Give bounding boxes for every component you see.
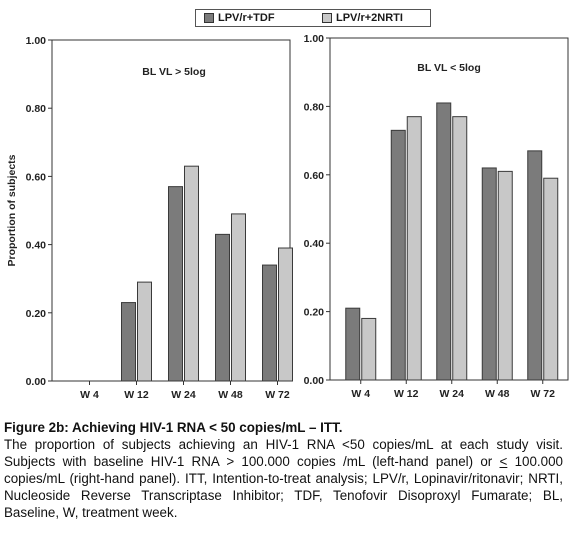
legend-label-tdf: LPV/r+TDF xyxy=(218,12,275,24)
y-tick-label: 1.00 xyxy=(26,35,47,47)
bar-2nrti xyxy=(543,177,559,381)
caption-title: Figure 2b: Achieving HIV-1 RNA < 50 copi… xyxy=(4,420,343,435)
bar-tdf xyxy=(168,186,183,382)
legend-label-2nrti: LPV/r+2NRTI xyxy=(336,12,403,24)
bar-tdf xyxy=(390,129,406,381)
legend-item-2nrti: LPV/r+2NRTI xyxy=(322,12,403,25)
y-tick-label: 0.80 xyxy=(304,101,325,113)
legend-swatch-tdf xyxy=(204,13,214,24)
y-tick-label: 0.80 xyxy=(26,103,47,115)
y-tick-label: 0.20 xyxy=(304,307,325,319)
chart-legend: LPV/r+TDF LPV/r+2NRTI xyxy=(195,9,431,27)
caption-text-1: The proportion of subjects achieving an … xyxy=(4,437,563,469)
y-tick-label: 0.60 xyxy=(304,170,325,182)
x-tick-label: W 48 xyxy=(218,389,243,401)
bar-2nrti xyxy=(231,213,246,382)
y-tick-label: 0.20 xyxy=(26,308,47,320)
figure-caption: Figure 2b: Achieving HIV-1 RNA < 50 copi… xyxy=(4,419,563,521)
bar-tdf xyxy=(527,150,543,381)
bar-2nrti xyxy=(406,116,422,381)
y-axis-label: Proportion of subjects xyxy=(6,154,18,266)
bar-2nrti xyxy=(452,116,468,381)
x-tick-label: W 12 xyxy=(394,388,419,400)
bar-tdf xyxy=(481,167,497,381)
bar-charts: 0.00 0.20 0.40 0.60 0.80 1.00 W 4 W 12 W 24 W 48 W… xyxy=(6,33,569,401)
bar-2nrti xyxy=(361,317,377,381)
x-tick-label: W 4 xyxy=(80,389,99,401)
bar-2nrti xyxy=(278,247,293,382)
bar-tdf xyxy=(215,233,230,382)
x-tick-label: W 72 xyxy=(530,388,555,400)
bar-tdf xyxy=(121,302,136,382)
bar-tdf xyxy=(262,264,277,382)
y-tick-label: 0.60 xyxy=(26,171,47,183)
caption-lte-symbol: < xyxy=(499,454,508,469)
caption-text-2: 100.000 copies/mL (right-hand panel). IT… xyxy=(4,454,563,520)
bar-2nrti xyxy=(497,170,513,381)
legend-item-tdf: LPV/r+TDF xyxy=(204,12,275,25)
x-tick-label: W 72 xyxy=(265,389,290,401)
y-tick-label: 1.00 xyxy=(304,33,325,45)
bar-tdf xyxy=(436,102,452,381)
panel-annotation: BL VL < 5log xyxy=(417,62,481,74)
y-tick-label: 0.40 xyxy=(26,240,47,252)
caption-body: The proportion of subjects achieving an … xyxy=(4,436,563,521)
bar-2nrti xyxy=(184,165,199,382)
x-tick-label: W 48 xyxy=(485,388,510,400)
x-tick-label: W 12 xyxy=(124,389,149,401)
bar-2nrti xyxy=(137,281,152,382)
x-tick-label: W 4 xyxy=(351,388,370,400)
panel-annotation: BL VL > 5log xyxy=(142,66,206,78)
y-tick-label: 0.40 xyxy=(304,238,325,250)
y-tick-label: 0.00 xyxy=(304,375,325,387)
x-tick-label: W 24 xyxy=(439,388,464,400)
legend-swatch-2nrti xyxy=(322,13,332,24)
x-tick-label: W 24 xyxy=(171,389,196,401)
y-tick-label: 0.00 xyxy=(26,376,47,388)
bar-tdf xyxy=(345,307,361,381)
